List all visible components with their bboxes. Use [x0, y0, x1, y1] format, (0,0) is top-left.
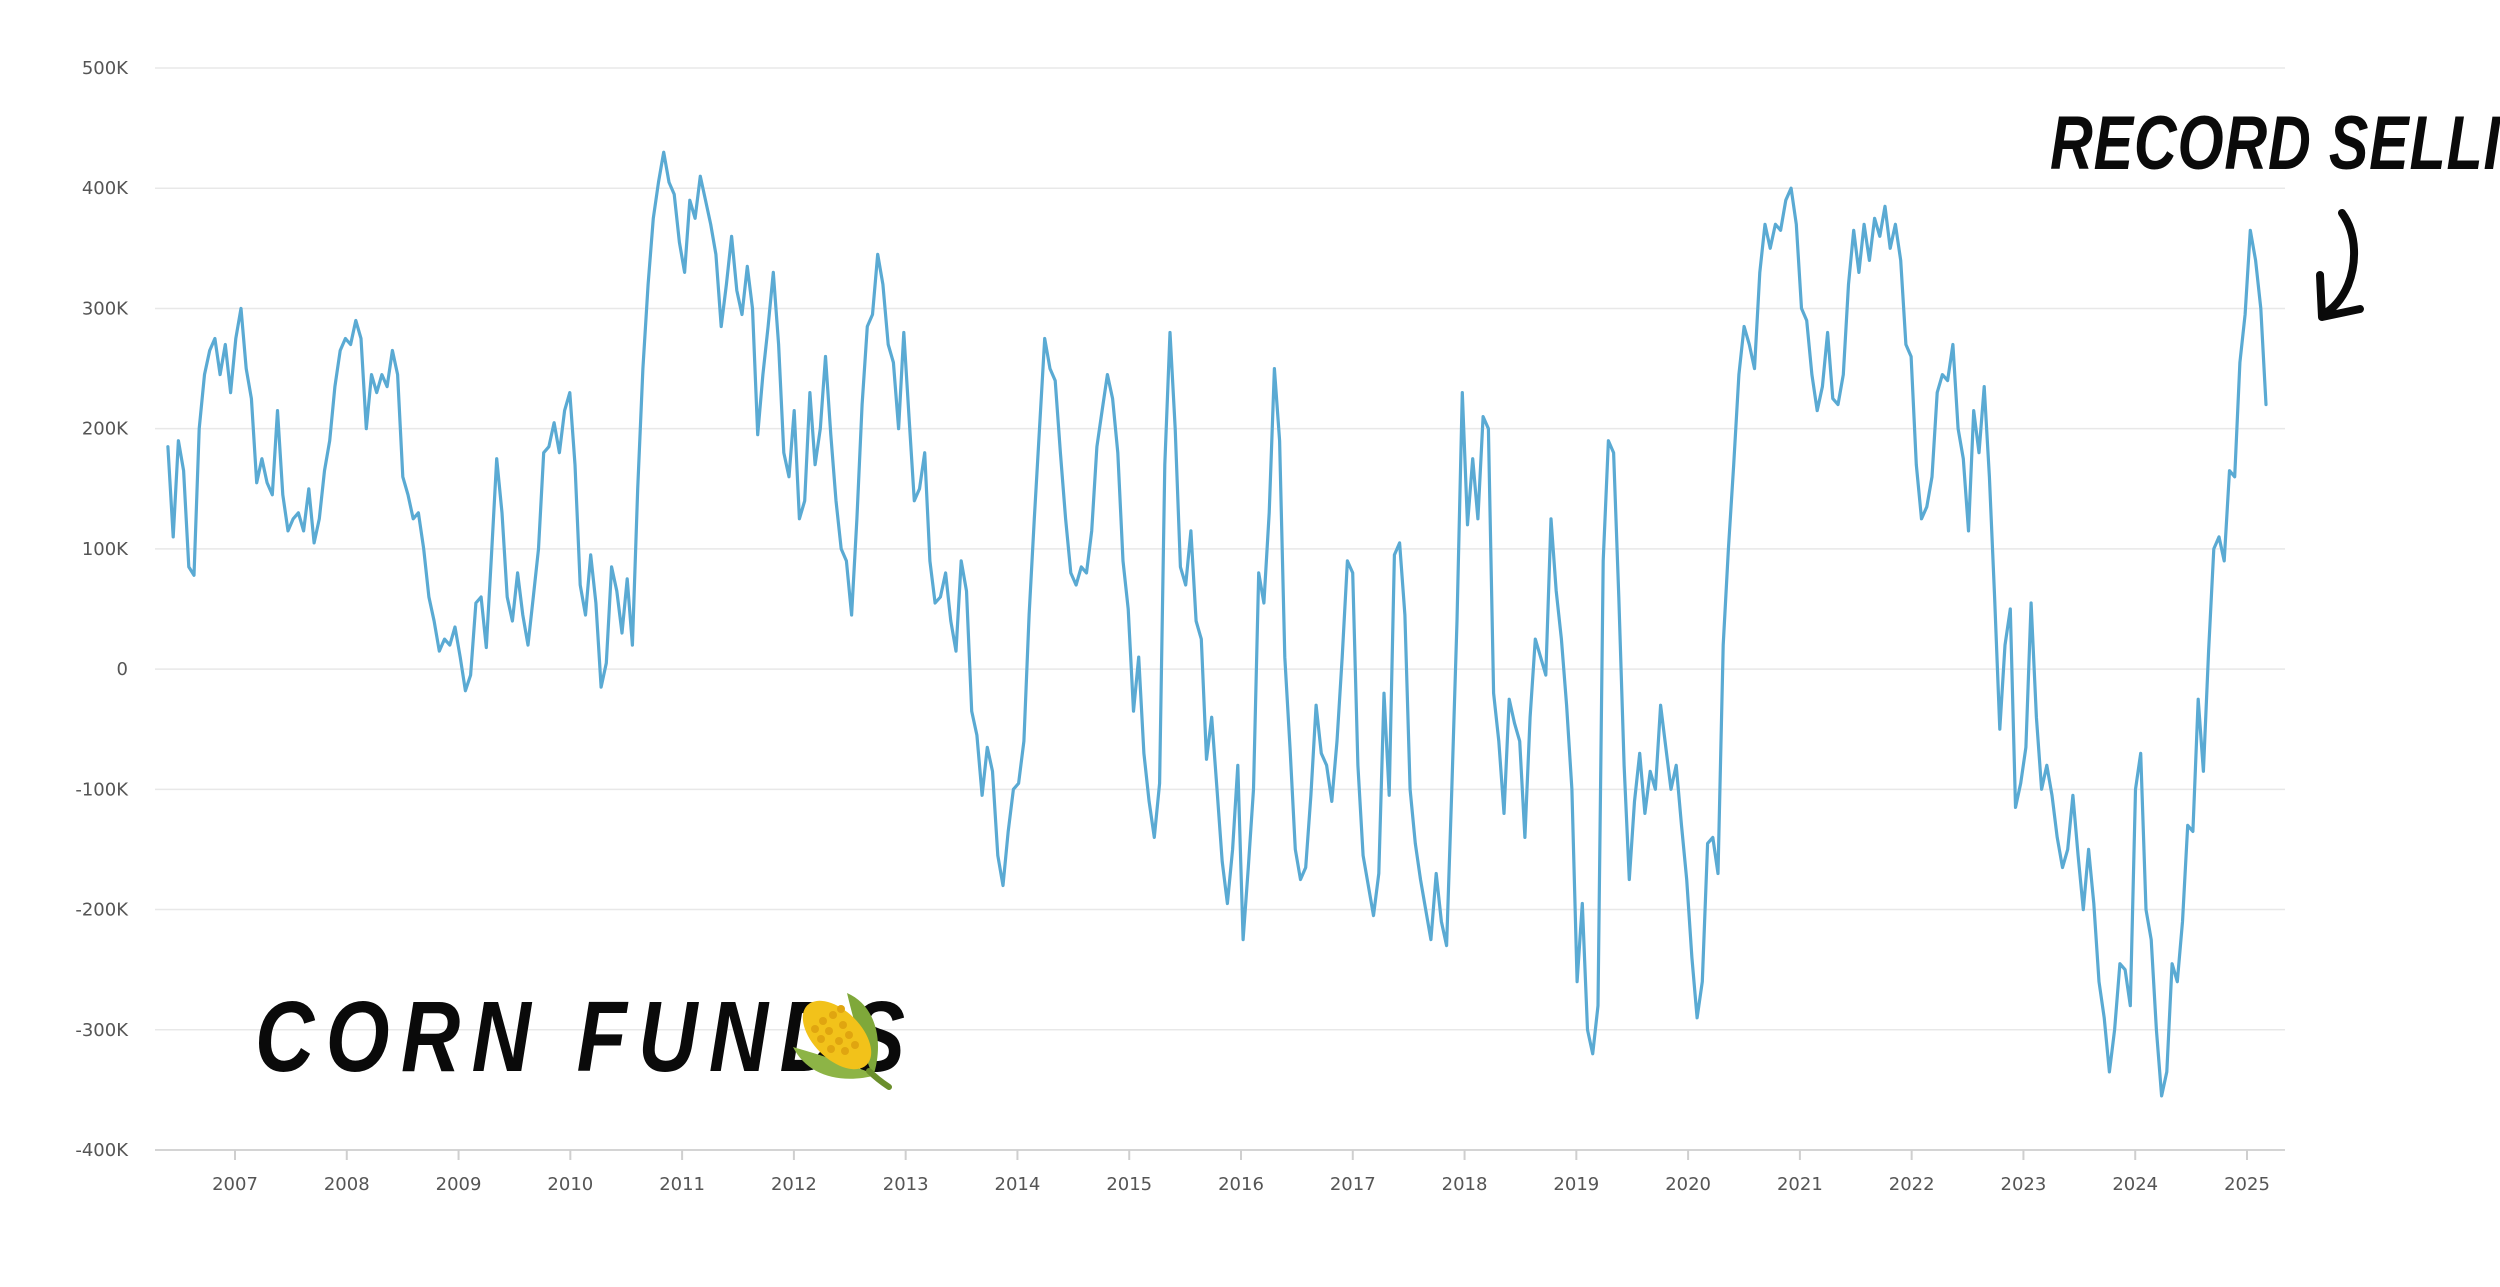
y-tick-label: 0: [117, 659, 128, 680]
chart-title: CORN FUNDS: [255, 981, 917, 1093]
x-tick-label: 2016: [1218, 1174, 1264, 1195]
x-tick-label: 2007: [212, 1174, 258, 1195]
y-tick-label: 400K: [82, 178, 129, 199]
x-tick-label: 2024: [2112, 1174, 2158, 1195]
record-selling-annotation: RECORD SELLING: [2050, 101, 2500, 186]
x-tick-label: 2011: [659, 1174, 705, 1195]
y-tick-label: 300K: [82, 298, 129, 319]
series-layer: [166, 150, 2268, 1098]
y-tick-label: -100K: [75, 779, 129, 800]
y-tick-label: -200K: [75, 900, 129, 921]
y-tick-label: -300K: [75, 1020, 129, 1041]
x-tick-label: 2014: [995, 1174, 1041, 1195]
y-axis-ticks: 500K 400K 300K 200K 100K 0 -100K -200K -300K -400…: [75, 58, 129, 1161]
x-tick-label: 2023: [2001, 1174, 2047, 1195]
x-tick-label: 2010: [547, 1174, 593, 1195]
x-tick-label: 2020: [1665, 1174, 1711, 1195]
x-tick-label: 2022: [1889, 1174, 1935, 1195]
series-line: [166, 150, 2268, 1098]
y-tick-label: 500K: [82, 58, 129, 79]
x-tick-label: 2012: [771, 1174, 817, 1195]
x-tick-label: 2015: [1106, 1174, 1152, 1195]
x-tick-label: 2008: [324, 1174, 370, 1195]
x-tick-label: 2013: [883, 1174, 929, 1195]
x-axis-ticks: 2007 2008 2009 2010 2011 2012 2013 2014 2015 2016…: [212, 1150, 2270, 1195]
y-tick-label: 200K: [82, 419, 129, 440]
x-tick-label: 2025: [2224, 1174, 2270, 1195]
x-tick-label: 2017: [1330, 1174, 1376, 1195]
y-tick-label: 100K: [82, 539, 129, 560]
x-tick-label: 2019: [1553, 1174, 1599, 1195]
gridlines: [155, 67, 2285, 1151]
x-tick-label: 2009: [436, 1174, 482, 1195]
x-tick-label: 2018: [1442, 1174, 1488, 1195]
x-tick-label: 2021: [1777, 1174, 1823, 1195]
curved-arrow-icon: [2316, 209, 2364, 321]
corn-icon: [793, 993, 892, 1090]
y-tick-label: -400K: [75, 1140, 129, 1161]
